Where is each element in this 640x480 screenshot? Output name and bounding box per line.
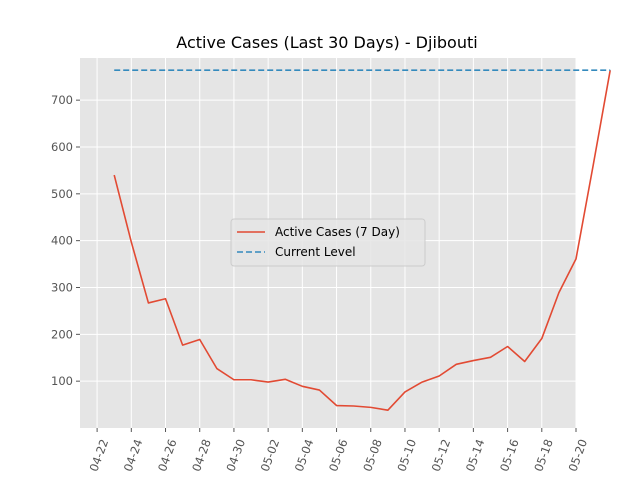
x-tick-label: 05-20 [565, 437, 590, 473]
x-tick-label: 05-16 [497, 437, 522, 473]
legend-label: Active Cases (7 Day) [275, 225, 400, 239]
x-axis: 04-22 04-24 04-26 04-28 04-30 05-02 05-04 05-06… [87, 428, 590, 473]
y-tick-label: 500 [51, 187, 73, 201]
x-tick-label: 05-02 [258, 437, 283, 473]
x-tick-label: 04-30 [223, 437, 248, 473]
legend-label: Current Level [275, 245, 356, 259]
x-tick-label: 04-28 [189, 437, 214, 473]
series-lines [113, 69, 611, 412]
chart-title: Active Cases (Last 30 Days) - Djibouti [176, 33, 477, 52]
y-tick-label: 100 [51, 374, 73, 388]
x-tick-label: 04-22 [87, 437, 112, 473]
legend-box [230, 218, 426, 267]
x-tick-label: 05-08 [360, 437, 385, 473]
x-tick-label: 05-18 [531, 437, 556, 473]
x-tick-label: 05-10 [394, 437, 419, 473]
y-tick-label: 200 [51, 327, 73, 341]
y-tick-label: 700 [51, 93, 73, 107]
y-tick-label: 300 [51, 280, 73, 294]
x-tick-label: 05-04 [292, 437, 317, 473]
x-tick-label: 05-06 [326, 437, 351, 473]
y-tick-label: 400 [51, 234, 73, 248]
x-tick-label: 05-12 [429, 437, 454, 473]
legend: Active Cases (7 Day) Current Level [230, 218, 426, 267]
x-tick-label: 04-26 [155, 437, 180, 473]
y-axis: 100 200 300 400 500 600 700 [51, 93, 80, 388]
x-tick-label: 04-24 [121, 437, 146, 473]
x-tick-label: 05-14 [463, 437, 488, 473]
series-line-active-cases [113, 70, 611, 412]
y-tick-label: 600 [51, 140, 73, 154]
